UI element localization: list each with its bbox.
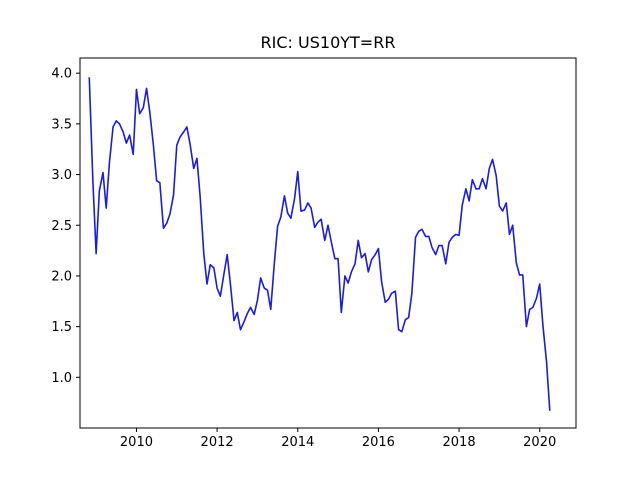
y-axis: 1.0 1.5 2.0 2.5 3.0 3.5 4.0 [51, 67, 80, 386]
plot-area [88, 77, 551, 411]
axes-frame [79, 57, 577, 429]
y-tick-label: 1.0 [51, 371, 72, 386]
y-tick-label: 3.0 [51, 168, 72, 183]
series-line-0 [88, 77, 551, 411]
x-tick-label: 2010 [120, 435, 153, 450]
x-tick-label: 2016 [362, 435, 395, 450]
y-tick-label: 2.0 [51, 269, 72, 284]
x-tick-label: 2018 [443, 435, 476, 450]
chart-title: RIC: US10YT=RR [261, 33, 396, 52]
y-tick-label: 3.5 [51, 117, 72, 132]
x-tick-label: 2020 [523, 435, 556, 450]
x-axis: 2010 2012 2014 2016 2018 2020 [120, 428, 556, 450]
y-tick-label: 2.5 [51, 219, 72, 234]
x-tick-label: 2014 [281, 435, 314, 450]
x-tick-label: 2012 [201, 435, 234, 450]
y-tick-label: 1.5 [51, 320, 72, 335]
y-tick-label: 4.0 [51, 67, 72, 82]
